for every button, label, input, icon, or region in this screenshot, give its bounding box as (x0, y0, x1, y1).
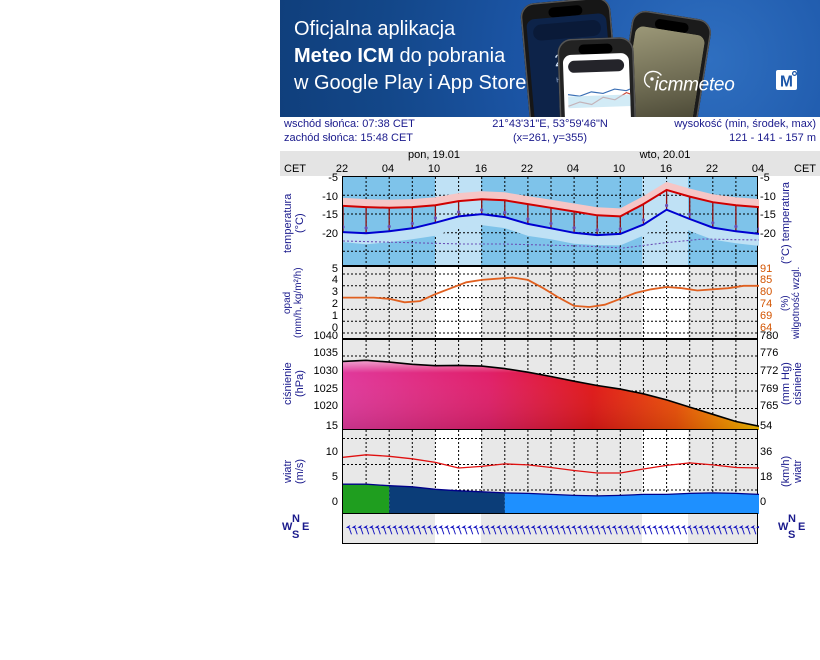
svg-text:M: M (780, 74, 793, 91)
svg-text:icmmeteo: icmmeteo (655, 75, 735, 96)
